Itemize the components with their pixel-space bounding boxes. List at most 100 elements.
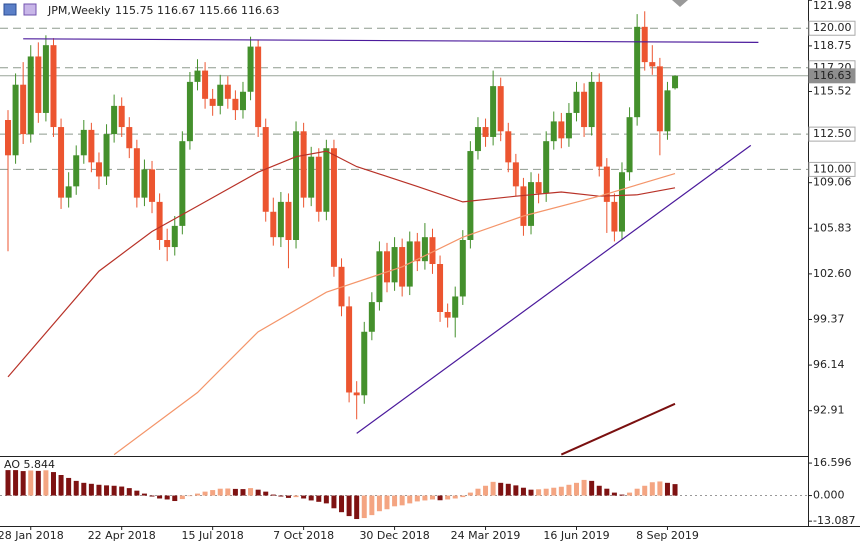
low-value: 115.66 (199, 4, 238, 17)
ao-bar (202, 491, 208, 496)
candle-body (179, 141, 186, 226)
ao-bar (157, 495, 163, 499)
y-tick-label: 118.75 (813, 39, 852, 52)
overlay-line (113, 173, 676, 456)
ao-bar (187, 495, 193, 497)
ao-bar (179, 495, 185, 500)
candle-body (315, 156, 322, 212)
candle-body (368, 302, 375, 332)
candle-body (346, 306, 353, 393)
ao-bar (28, 470, 34, 496)
overlay-line (356, 144, 752, 434)
candle-body (512, 162, 519, 187)
candle-body (277, 201, 284, 238)
ao-bar (483, 485, 489, 496)
candle-body (65, 186, 72, 198)
ao-bar (604, 488, 610, 496)
ao-bar (293, 495, 299, 498)
candle-body (550, 121, 557, 142)
ao-bar (627, 492, 633, 496)
candle-body (270, 211, 277, 238)
ao-bar (634, 488, 640, 496)
candle-body (414, 241, 421, 262)
candle-body (474, 127, 481, 152)
x-tick-label: 28 Jan 2018 (0, 529, 64, 542)
ao-bar (240, 489, 246, 496)
ao-bar (429, 495, 435, 500)
candle-body (58, 127, 65, 198)
y-tick-label: 102.60 (813, 267, 852, 280)
candle-body (171, 225, 178, 248)
ao-name: AO (4, 458, 20, 471)
ao-bar (596, 485, 602, 496)
candle-body (421, 237, 428, 262)
candle-body (672, 75, 679, 89)
candle-body (626, 117, 633, 173)
ao-bar (96, 484, 102, 496)
ao-bar (520, 487, 526, 496)
ao-bar (498, 482, 504, 496)
ao-tick-label: 0.000 (813, 489, 845, 502)
candle-body (80, 129, 87, 156)
candle-body (565, 112, 572, 139)
ao-bar (664, 482, 670, 496)
candle-body (35, 56, 42, 113)
candle-body (156, 201, 163, 240)
ao-bar (81, 482, 87, 496)
candle-body (111, 105, 118, 135)
candle-body (285, 201, 292, 240)
candle-body (459, 240, 466, 297)
candle-body (649, 62, 656, 67)
candle-body (656, 66, 663, 132)
candle-body (588, 81, 595, 128)
ao-bar (43, 470, 49, 496)
candle-body (543, 141, 550, 194)
level-box (808, 161, 856, 177)
ao-bar (331, 495, 337, 509)
ao-bar (66, 477, 72, 496)
ao-bar (13, 470, 19, 496)
candle-body (482, 127, 489, 137)
candle-body (596, 81, 603, 167)
level-label: 110.00 (813, 162, 852, 175)
level-label: 120.00 (813, 21, 852, 34)
ao-bar (581, 479, 587, 496)
ao-bar (558, 486, 564, 496)
x-tick-label: 30 Dec 2018 (359, 529, 429, 542)
ao-bar (270, 494, 276, 496)
x-tick-label: 16 Jun 2019 (543, 529, 609, 542)
overlay-line (23, 38, 759, 43)
candle-body (20, 84, 27, 135)
ao-current: 5.844 (24, 458, 56, 471)
ao-bar (316, 495, 322, 502)
ao-bar (445, 495, 451, 500)
candle-body (95, 162, 102, 177)
symbol-title: JPM,Weekly (47, 4, 111, 17)
ao-bar (104, 485, 110, 496)
overlay-line (560, 402, 676, 456)
ao-bar (285, 495, 291, 498)
ao-bar (657, 481, 663, 496)
ao-bar (475, 488, 481, 496)
ao-bar (217, 488, 223, 496)
ao-bar (619, 494, 625, 496)
candle-body (50, 45, 57, 128)
candle-body (308, 156, 315, 198)
candle-body (217, 84, 224, 106)
candle-body (391, 247, 398, 283)
level-box (808, 126, 856, 142)
ao-bar (301, 495, 307, 499)
candle-body (12, 84, 19, 156)
ao-bar (505, 483, 511, 496)
candle-body (186, 81, 193, 142)
candle-body (361, 331, 368, 396)
candle-body (88, 129, 95, 163)
level-box (808, 20, 856, 36)
x-tick-label: 22 Apr 2018 (88, 529, 156, 542)
ao-bar (384, 495, 390, 510)
open-value: 115.75 (115, 4, 154, 17)
candle-body (505, 131, 512, 163)
